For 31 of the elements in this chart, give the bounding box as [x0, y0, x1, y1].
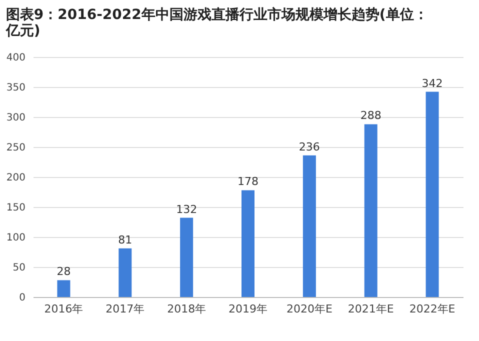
- x-tick-label: 2021年E: [348, 302, 394, 316]
- data-label: 178: [238, 175, 258, 188]
- y-tick-label: 0: [19, 292, 26, 304]
- x-tick-label: 2019年: [228, 302, 268, 316]
- y-tick-label: 250: [6, 142, 26, 154]
- y-tick-label: 150: [6, 202, 26, 214]
- x-tick-label: 2018年: [167, 302, 206, 316]
- data-label: 236: [298, 140, 320, 154]
- y-tick-label: 350: [6, 82, 26, 94]
- bar: [180, 218, 194, 297]
- y-tick-label: 200: [6, 172, 26, 184]
- x-tick-label: 2016年: [44, 302, 84, 316]
- bar: [302, 155, 316, 297]
- bar: [242, 190, 254, 297]
- data-label: 81: [118, 233, 132, 246]
- data-label: 28: [56, 265, 71, 278]
- bar: [426, 92, 439, 297]
- bar: [57, 280, 70, 297]
- data-label: 288: [360, 109, 382, 122]
- y-tick-label: 400: [6, 52, 26, 64]
- x-tick-label: 2022年E: [409, 302, 456, 316]
- bar: [364, 124, 378, 297]
- bar: [118, 248, 132, 297]
- y-tick-label: 50: [12, 262, 26, 274]
- x-tick-label: 2017年: [106, 302, 145, 316]
- x-tick-label: 2020年E: [286, 302, 332, 316]
- y-tick-label: 100: [6, 232, 26, 244]
- chart-title: 图表9：2016-2022年中国游戏直播行业市场规模增长趋势(单位：亿元): [4, 6, 428, 39]
- data-label: 132: [176, 202, 198, 216]
- data-label: 342: [422, 76, 443, 90]
- y-tick-label: 300: [6, 112, 26, 124]
